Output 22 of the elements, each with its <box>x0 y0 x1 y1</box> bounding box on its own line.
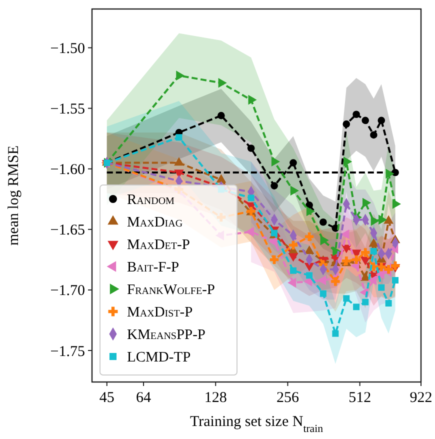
legend-label: FrankWolfe-P <box>127 282 215 298</box>
x-tick-label: 128 <box>204 390 227 406</box>
x-tick-label: 512 <box>348 390 372 406</box>
y-tick-label: −1.70 <box>50 283 85 300</box>
x-tick-label: 45 <box>99 390 114 406</box>
y-tick-label: −1.60 <box>50 162 85 178</box>
y-axis-title: mean log RMSE <box>6 146 22 246</box>
x-axis-title: Training set size N$_{train}$ <box>190 414 324 435</box>
x-tick-label: 256 <box>276 390 300 406</box>
x-tick-label: 64 <box>136 390 152 406</box>
legend-label: LCMD-TP <box>127 350 191 366</box>
legend-label: Bait-F-P <box>127 260 180 276</box>
legend-label: MaxDist-P <box>127 304 193 321</box>
y-tick-label: −1.65 <box>50 222 85 239</box>
legend-label: MaxDiag <box>127 214 183 231</box>
y-tick-label: −1.75 <box>50 344 85 360</box>
y-tick-label: −1.50 <box>50 41 85 58</box>
y-tick-label: −1.55 <box>50 102 85 118</box>
legend-label: MaxDet-P <box>127 237 190 254</box>
x-tick-label: 922 <box>410 390 432 406</box>
legend-label: KMeansPP-P <box>127 327 206 344</box>
legend-label: Random <box>127 192 175 208</box>
